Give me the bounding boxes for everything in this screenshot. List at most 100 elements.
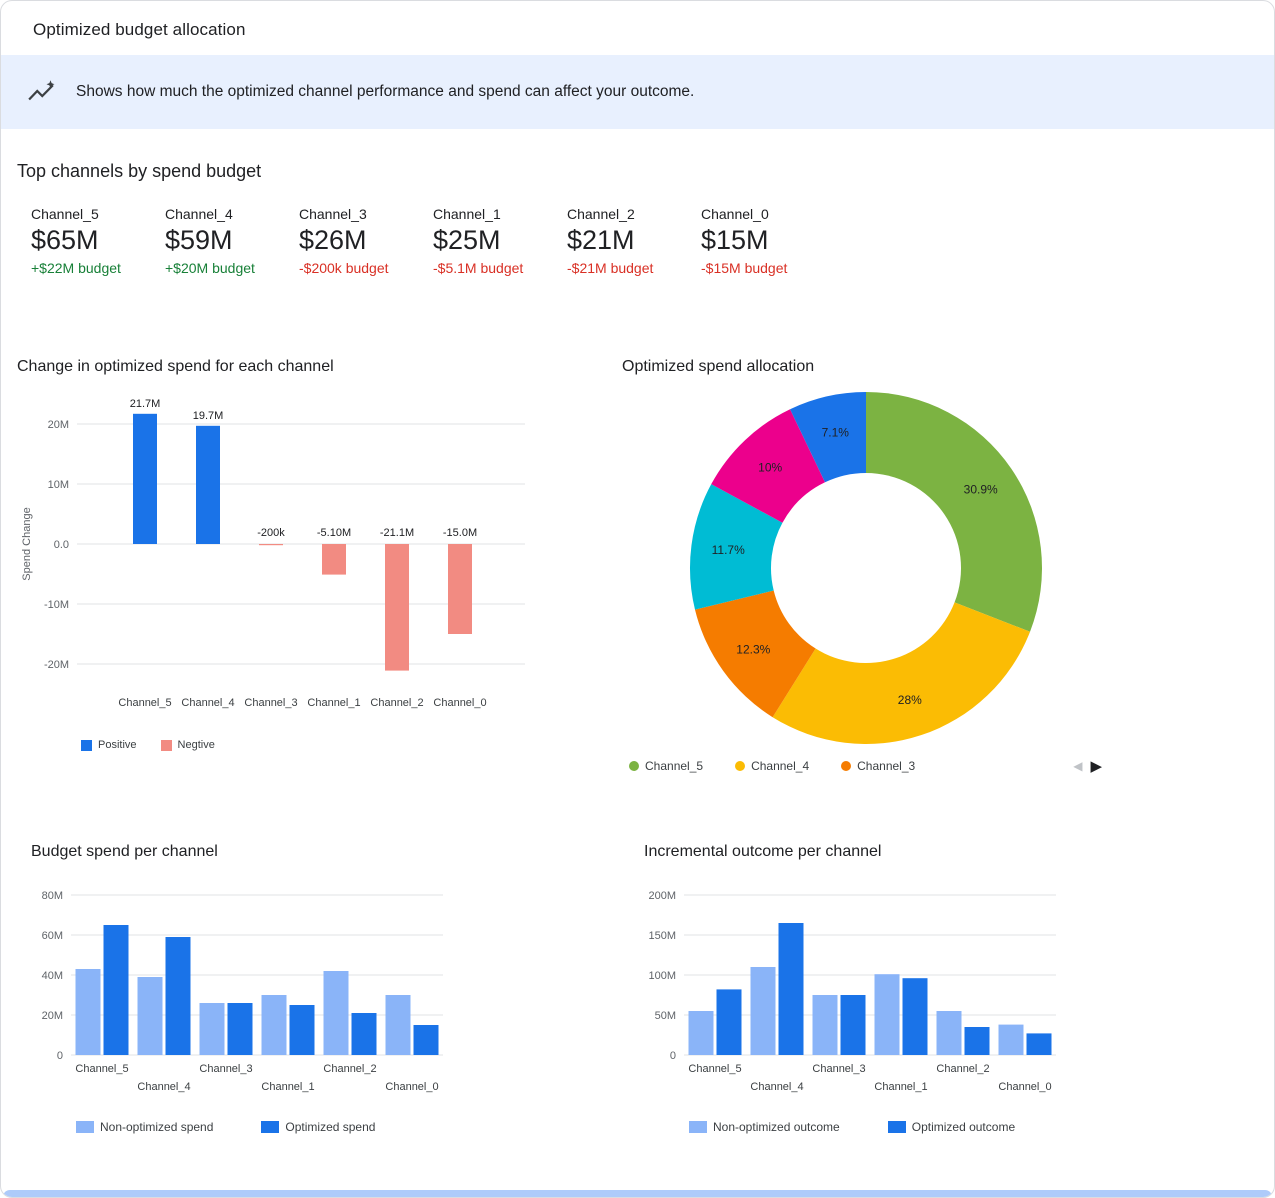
channel-card-delta: -$200k budget (299, 260, 389, 276)
x-tick-label: Channel_1 (874, 1081, 927, 1093)
legend-dot (735, 761, 746, 771)
bottom-charts-row: Budget spend per channel 0 20M 40M 60M 80M Ch… (1, 823, 1274, 1134)
budget-bar-nonopt-Channel_1[interactable] (261, 995, 287, 1055)
incremental-outcome-section: Incremental outcome per channel 0 50M 100M… (606, 823, 1274, 1134)
legend-item[interactable]: Optimized spend (261, 1120, 375, 1134)
budget-bar-opt-Channel_4[interactable] (165, 937, 191, 1055)
y-tick-label: 40M (42, 970, 63, 982)
legend-swatch (76, 1121, 94, 1133)
donut-slice-Channel_2[interactable] (711, 409, 826, 523)
top-channel-cards: Channel_5 $65M +$22M budget Channel_4 $59M +$… (31, 206, 1274, 276)
channel-card-name: Channel_4 (165, 206, 233, 222)
budget-bar-opt-Channel_2[interactable] (351, 1013, 377, 1055)
y-tick-label: 60M (42, 930, 63, 942)
x-tick-label: Channel_4 (137, 1081, 190, 1093)
spend-change-bar-Channel_1[interactable] (322, 544, 346, 575)
outcome-bar-opt-Channel_5[interactable] (716, 989, 742, 1055)
legend-label: Non-optimized outcome (713, 1120, 840, 1134)
outcome-bar-opt-Channel_1[interactable] (902, 978, 928, 1055)
legend-label: Positive (98, 739, 137, 751)
legend-item[interactable]: Non-optimized spend (76, 1120, 213, 1134)
bar-value-label: -200k (257, 527, 285, 539)
outcome-bar-opt-Channel_0[interactable] (1026, 1033, 1052, 1055)
legend-label: Non-optimized spend (100, 1120, 214, 1134)
x-tick-label: Channel_5 (118, 697, 171, 709)
channel-card-name: Channel_1 (433, 206, 501, 222)
spend-change-bar-Channel_5[interactable] (133, 413, 157, 544)
legend-item-Channel_4[interactable]: Channel_4 (735, 759, 809, 773)
legend-item[interactable]: Negtive (160, 739, 215, 751)
top-charts-row: Change in optimized spend for each chann… (1, 334, 1274, 775)
pager-prev-icon[interactable]: ◀ (1073, 759, 1083, 773)
legend-label: Negtive (177, 739, 215, 751)
spend-change-bar-Channel_4[interactable] (196, 425, 220, 544)
channel-card: Channel_1 $25M -$5.1M budget (433, 206, 567, 276)
budget-bar-nonopt-Channel_2[interactable] (323, 971, 349, 1055)
x-tick-label: Channel_5 (75, 1063, 128, 1075)
outcome-bar-opt-Channel_2[interactable] (964, 1027, 990, 1055)
budget-bar-opt-Channel_0[interactable] (413, 1025, 439, 1055)
legend-swatch (689, 1121, 707, 1133)
channel-card: Channel_2 $21M -$21M budget (567, 206, 701, 276)
outcome-bar-nonopt-Channel_2[interactable] (936, 1011, 962, 1055)
spend-change-chart: -20M -10M 0.0 10M 20M Spend Change 21.7M Channe… (21, 398, 525, 709)
y-tick-label: 10M (48, 479, 69, 491)
legend-item[interactable]: Non-optimized outcome (689, 1120, 840, 1134)
channel-card-value: $25M (433, 225, 501, 255)
slice-percent-label: 28% (898, 693, 922, 707)
spend-change-bar-Channel_0[interactable] (448, 544, 472, 634)
channel-card: Channel_5 $65M +$22M budget (31, 206, 165, 276)
donut-slice-Channel_0[interactable] (790, 392, 866, 483)
card-header: Optimized budget allocation (1, 1, 1274, 55)
y-tick-label: 0 (57, 1050, 63, 1062)
outcome-bar-nonopt-Channel_1[interactable] (874, 974, 900, 1055)
legend-label: Channel_3 (857, 759, 916, 773)
donut-slice-Channel_5[interactable] (866, 392, 1042, 632)
channel-card: Channel_3 $26M -$200k budget (299, 206, 433, 276)
budget-spend-chart: 0 20M 40M 60M 80M Channel_5 Channel_4 Channel_3… (42, 890, 443, 1093)
donut-slice-Channel_4[interactable] (772, 602, 1031, 744)
budget-bar-opt-Channel_5[interactable] (103, 925, 129, 1055)
budget-bar-nonopt-Channel_0[interactable] (385, 995, 411, 1055)
x-tick-label: Channel_5 (688, 1063, 741, 1075)
budget-bar-nonopt-Channel_5[interactable] (75, 969, 101, 1055)
legend-item-Channel_3[interactable]: Channel_3 (841, 759, 915, 773)
donut-legend-pager: ◀ ▶ (1073, 757, 1102, 775)
channel-card: Channel_4 $59M +$20M budget (165, 206, 299, 276)
budget-bar-opt-Channel_3[interactable] (227, 1003, 253, 1055)
pager-next-icon[interactable]: ▶ (1090, 758, 1102, 775)
donut-chart: 30.9% 28% 12.3% 11.7% 10% 7.1% (689, 392, 1042, 744)
legend-item[interactable]: Positive (81, 739, 137, 751)
outcome-bar-nonopt-Channel_0[interactable] (998, 1024, 1024, 1055)
spend-change-bar-Channel_3[interactable] (259, 544, 283, 546)
legend-item-Channel_5[interactable]: Channel_5 (629, 759, 703, 773)
outcome-bar-nonopt-Channel_4[interactable] (750, 967, 776, 1055)
outcome-bar-opt-Channel_4[interactable] (778, 923, 804, 1055)
outcome-bar-nonopt-Channel_5[interactable] (688, 1011, 714, 1055)
budget-bar-opt-Channel_1[interactable] (289, 1005, 315, 1055)
slice-percent-label: 11.7% (712, 543, 745, 557)
y-tick-label: 200M (648, 890, 676, 902)
budget-spend-title: Budget spend per channel (31, 843, 218, 860)
channel-card-delta: -$5.1M budget (433, 260, 524, 276)
x-tick-label: Channel_0 (998, 1081, 1051, 1093)
channel-card-value: $15M (701, 225, 769, 255)
outcome-bar-opt-Channel_3[interactable] (840, 995, 866, 1055)
donut-slice-Channel_1[interactable] (689, 484, 783, 610)
y-tick-label: -20M (44, 659, 69, 671)
donut-slice-Channel_3[interactable] (694, 590, 816, 718)
channel-card-delta: -$15M budget (701, 260, 788, 276)
bar-value-label: -5.10M (317, 527, 351, 539)
incremental-outcome-title: Incremental outcome per channel (644, 843, 882, 860)
x-tick-label: Channel_0 (433, 697, 486, 709)
bar-value-label: 21.7M (130, 398, 161, 410)
legend-item[interactable]: Optimized outcome (887, 1120, 1015, 1134)
legend-label: Channel_4 (751, 759, 810, 773)
x-tick-label: Channel_3 (812, 1063, 865, 1075)
outcome-bar-nonopt-Channel_3[interactable] (812, 995, 838, 1055)
spend-change-bar-Channel_2[interactable] (385, 544, 409, 671)
y-axis-title: Spend Change (21, 507, 33, 580)
budget-bar-nonopt-Channel_4[interactable] (137, 977, 163, 1055)
budget-bar-nonopt-Channel_3[interactable] (199, 1003, 225, 1055)
